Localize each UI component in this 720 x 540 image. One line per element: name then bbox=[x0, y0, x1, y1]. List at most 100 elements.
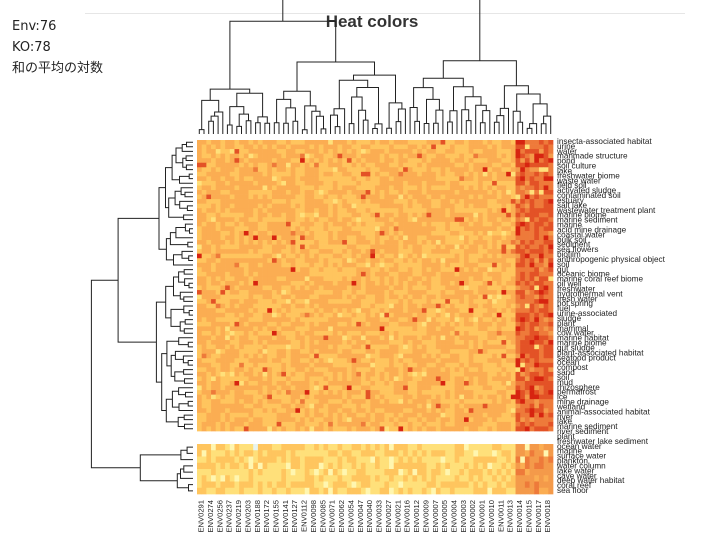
heatmap-cell bbox=[398, 149, 404, 154]
heatmap-cell bbox=[197, 408, 203, 414]
heatmap-cell bbox=[243, 299, 249, 305]
heatmap-cell bbox=[328, 267, 334, 273]
heatmap-cell bbox=[379, 367, 385, 373]
heatmap-cell bbox=[473, 180, 479, 186]
heatmap-cell bbox=[459, 403, 465, 409]
heatmap-cell bbox=[323, 167, 329, 173]
heatmap-cell bbox=[332, 190, 338, 195]
heatmap-cell bbox=[431, 235, 437, 241]
heatmap-cell bbox=[286, 249, 292, 255]
heatmap-cell bbox=[271, 294, 277, 300]
heatmap-cell bbox=[393, 285, 399, 291]
heatmap-cell bbox=[342, 349, 348, 355]
heatmap-cell bbox=[459, 376, 465, 382]
heatmap-cell bbox=[468, 208, 474, 214]
heatmap-cell bbox=[215, 390, 221, 395]
heatmap-cell bbox=[534, 171, 540, 177]
heatmap-cell bbox=[215, 376, 221, 382]
heatmap-cell bbox=[286, 426, 292, 432]
heatmap-cell bbox=[197, 190, 203, 195]
heatmap-cell bbox=[538, 230, 544, 236]
heatmap-cell bbox=[253, 335, 259, 341]
heatmap-cell bbox=[529, 330, 535, 336]
heatmap-cell bbox=[332, 426, 338, 432]
heatmap-cell bbox=[262, 217, 268, 223]
heatmap-cell bbox=[215, 421, 221, 427]
heatmap-cell bbox=[309, 149, 315, 154]
heatmap-cell bbox=[543, 367, 549, 373]
heatmap-cell bbox=[464, 367, 470, 373]
heatmap-cell bbox=[506, 353, 512, 359]
heatmap-cell bbox=[220, 412, 226, 418]
heatmap-cell bbox=[506, 153, 512, 159]
heatmap-cell bbox=[464, 190, 470, 195]
heatmap-cell bbox=[304, 158, 310, 164]
heatmap-cell bbox=[538, 249, 544, 255]
heatmap-cell bbox=[398, 344, 404, 350]
heatmap-cell bbox=[262, 249, 268, 255]
heatmap-cell bbox=[248, 376, 254, 382]
heatmap-cell bbox=[234, 403, 240, 409]
heatmap-cell bbox=[389, 376, 395, 382]
heatmap-cell bbox=[281, 344, 287, 350]
heatmap-cell bbox=[267, 344, 273, 350]
heatmap-cell bbox=[482, 140, 488, 145]
heatmap-cell bbox=[520, 235, 526, 241]
heatmap-cell bbox=[300, 217, 306, 223]
heatmap-cell bbox=[365, 158, 371, 164]
heatmap-cell bbox=[454, 149, 460, 154]
heatmap-cell bbox=[267, 321, 273, 327]
heatmap-cell bbox=[407, 149, 413, 154]
heatmap-cell bbox=[426, 371, 432, 377]
heatmap-cell bbox=[318, 271, 324, 277]
heatmap-cell bbox=[515, 317, 521, 323]
heatmap-cell bbox=[271, 153, 277, 159]
heatmap-cell bbox=[379, 249, 385, 255]
heatmap-cell bbox=[342, 303, 348, 309]
heatmap-cell bbox=[225, 212, 231, 218]
heatmap-cell bbox=[360, 249, 366, 255]
heatmap-cell bbox=[234, 230, 240, 236]
heatmap-cell bbox=[243, 408, 249, 414]
heatmap-cell bbox=[543, 380, 549, 386]
heatmap-cell bbox=[257, 421, 263, 427]
heatmap-cell bbox=[384, 171, 390, 177]
heatmap-cell bbox=[257, 203, 263, 209]
heatmap-cell bbox=[426, 358, 432, 364]
heatmap-cell bbox=[234, 235, 240, 241]
heatmap-cell bbox=[262, 340, 268, 345]
heatmap-cell bbox=[267, 240, 273, 245]
heatmap-cell bbox=[501, 358, 507, 364]
heatmap-cell bbox=[267, 390, 273, 395]
heatmap-cell bbox=[215, 221, 221, 227]
heatmap-cell bbox=[243, 403, 249, 409]
heatmap-cell bbox=[464, 403, 470, 409]
heatmap-cell bbox=[206, 285, 212, 291]
heatmap-cell bbox=[290, 226, 296, 232]
heatmap-cell bbox=[384, 280, 390, 286]
heatmap-cell bbox=[328, 294, 334, 300]
heatmap-cell bbox=[220, 335, 226, 341]
heatmap-cell bbox=[323, 294, 329, 300]
heatmap-cell bbox=[426, 212, 432, 218]
dendrogram-branch bbox=[183, 414, 193, 421]
heatmap-cell bbox=[403, 426, 409, 432]
heatmap-cell bbox=[346, 403, 352, 409]
heatmap-cell bbox=[243, 312, 249, 318]
heatmap-cell bbox=[426, 299, 432, 305]
heatmap-cell bbox=[248, 230, 254, 236]
heatmap-cell bbox=[534, 312, 540, 318]
heatmap-cell bbox=[229, 330, 235, 336]
heatmap-cell bbox=[379, 380, 385, 386]
heatmap-cell bbox=[300, 285, 306, 291]
heatmap-cell bbox=[449, 149, 455, 154]
heatmap-cell bbox=[332, 330, 338, 336]
heatmap-cell bbox=[412, 290, 418, 295]
heatmap-cell bbox=[220, 299, 226, 305]
heatmap-cell bbox=[520, 244, 526, 250]
heatmap-cell bbox=[351, 208, 357, 214]
heatmap-cell bbox=[314, 358, 320, 364]
heatmap-cell bbox=[468, 380, 474, 386]
heatmap-cell bbox=[286, 353, 292, 359]
heatmap-cell bbox=[262, 167, 268, 173]
